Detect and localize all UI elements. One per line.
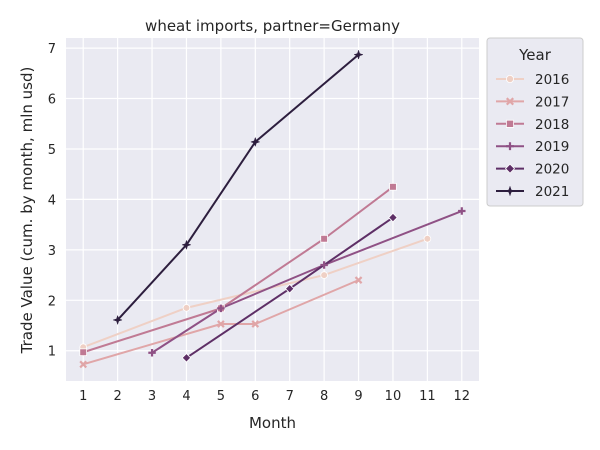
x-tick-label: 11 (419, 389, 436, 404)
data-point-2017 (79, 360, 88, 369)
data-point-2017 (217, 320, 225, 328)
legend-label-2020: 2020 (535, 162, 569, 178)
legend-marker-2016 (505, 75, 514, 84)
x-tick-label: 8 (320, 389, 328, 404)
data-point-2018 (79, 348, 88, 357)
data-point-2016 (320, 271, 328, 279)
x-tick-label: 1 (79, 389, 87, 404)
x-tick-label: 4 (182, 389, 190, 404)
data-point-2021 (112, 314, 123, 326)
x-tick-label: 12 (454, 389, 471, 404)
legend-marker-2017 (505, 97, 515, 106)
data-point-2021 (353, 49, 364, 60)
data-point-2019 (148, 349, 156, 357)
series-line-2021 (116, 53, 360, 321)
series-line-2019 (151, 210, 463, 354)
data-point-2016 (423, 234, 432, 243)
legend-label-2021: 2021 (535, 184, 569, 200)
data-point-2021 (181, 239, 192, 251)
legend-items: 2016 2017 2018 2019 2020 2021 (496, 72, 569, 200)
legend-label-2018: 2018 (535, 117, 569, 133)
legend-marker-2020 (504, 163, 516, 174)
legend-marker-2021 (504, 185, 516, 197)
data-point-2018 (320, 234, 328, 243)
data-point-2019 (320, 261, 328, 269)
x-tick-label: 2 (113, 389, 121, 404)
y-ticks: 1 2 3 4 5 6 7 (48, 42, 56, 360)
data-point-2019 (458, 207, 466, 215)
x-tick-label: 3 (148, 389, 156, 404)
legend-label-2019: 2019 (535, 139, 569, 155)
data-point-2019 (217, 304, 225, 313)
data-point-2016 (182, 304, 191, 312)
plot-background (66, 38, 479, 381)
x-tick-label: 7 (286, 389, 294, 404)
data-point-2020 (284, 283, 295, 294)
legend-label-2017: 2017 (535, 94, 569, 110)
y-axis-label: Trade Value (cum. by month, mln usd) (18, 67, 36, 355)
data-point-2020 (388, 212, 398, 223)
x-tick-label: 6 (251, 389, 259, 404)
y-tick-label: 5 (48, 143, 56, 158)
y-tick-label: 6 (48, 93, 56, 108)
data-point-2020 (181, 352, 192, 363)
data-point-2017 (354, 276, 363, 284)
y-tick-label: 4 (48, 193, 56, 208)
data-point-2018 (389, 183, 397, 191)
data-point-2017 (251, 320, 260, 328)
legend-title: Year (518, 46, 552, 64)
y-tick-label: 7 (48, 42, 56, 57)
series-line-2016 (82, 237, 428, 349)
chart-title: wheat imports, partner=Germany (145, 17, 400, 35)
x-ticks: 1 2 3 4 5 6 7 8 9 10 11 12 (79, 389, 470, 404)
y-tick-label: 2 (48, 294, 56, 309)
data-point-2021 (250, 136, 261, 148)
legend-marker-2019 (506, 142, 514, 151)
x-tick-label: 10 (385, 389, 402, 404)
y-tick-label: 3 (48, 244, 56, 259)
legend: Year 2016 2017 2018 2019 2020 2021 (486, 37, 584, 207)
x-axis-label: Month (249, 414, 296, 432)
series-markers (79, 49, 466, 369)
series-line-2018 (82, 186, 394, 354)
legend-marker-2018 (505, 119, 514, 128)
legend-label-2016: 2016 (535, 72, 569, 88)
y-tick-label: 1 (48, 345, 56, 360)
x-tick-label: 9 (354, 389, 362, 404)
x-tick-label: 5 (217, 389, 225, 404)
